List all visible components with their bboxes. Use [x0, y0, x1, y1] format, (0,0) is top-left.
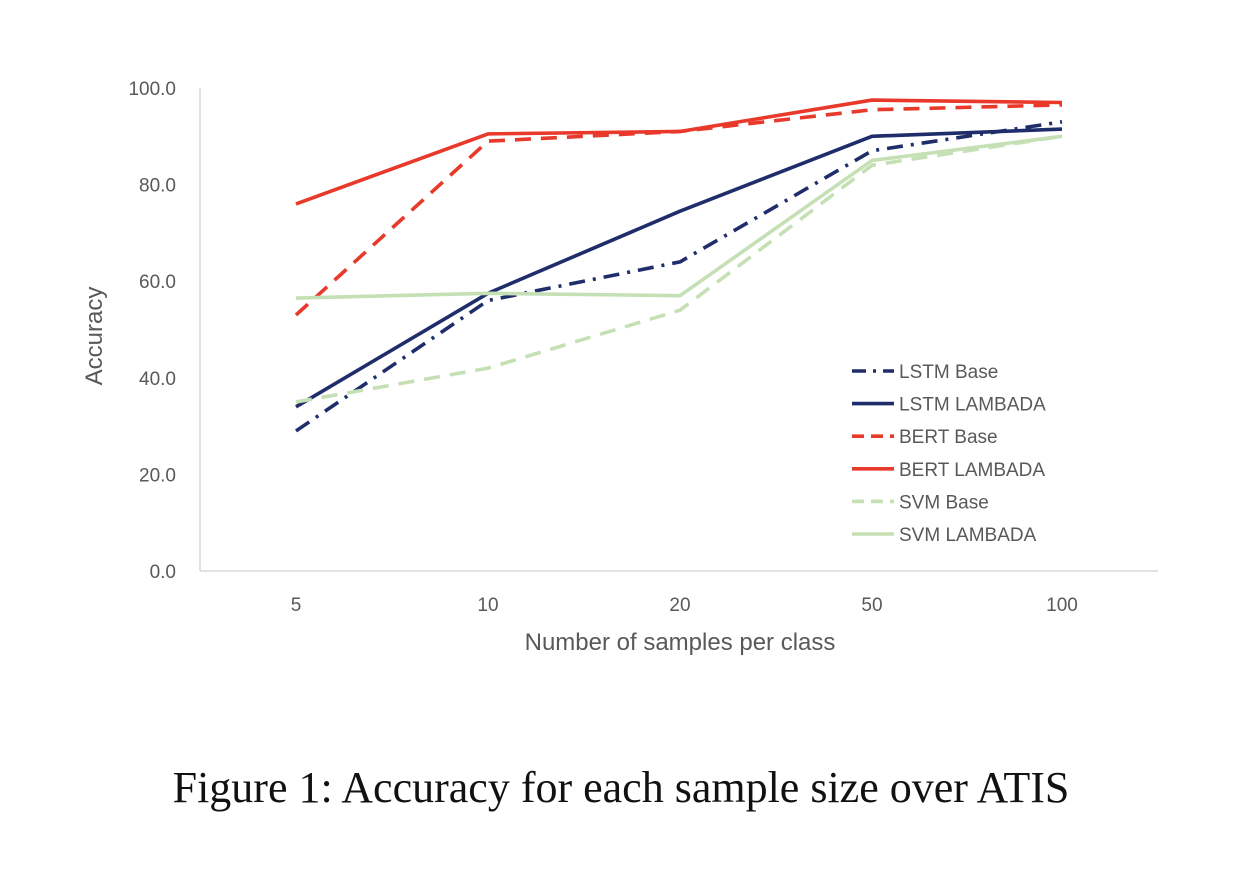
legend: LSTM Base LSTM LAMBADA BERT Base BERT LAMBA…: [852, 362, 1046, 546]
figure-caption: Figure 1: Accuracy for each sample size …: [172, 763, 1070, 812]
y-tick-label: 40.0: [139, 369, 176, 390]
y-axis-title: Accuracy: [81, 287, 108, 386]
series-line-lstm-base: [294, 120, 1063, 433]
y-tick-label: 80.0: [139, 176, 176, 197]
series-lines: [294, 98, 1063, 433]
legend-label: LSTM LAMBADA: [899, 395, 1046, 416]
y-tick-label: 60.0: [139, 272, 176, 293]
legend-label: SVM LAMBADA: [899, 525, 1037, 546]
legend-label: LSTM Base: [899, 362, 998, 383]
y-tick-label: 20.0: [139, 465, 176, 486]
y-tick-label: 100.0: [128, 79, 176, 100]
series-line-svm-base: [295, 134, 1063, 404]
accuracy-line-chart: 0.0 20.0 40.0 60.0 80.0 100.0 5 10 20 50 100 LSTM…: [81, 79, 1158, 656]
series-line-svm-lambada: [295, 134, 1063, 300]
x-tick-label: 20: [669, 595, 690, 616]
series-line-lstm-lambada: [295, 127, 1063, 409]
legend-label: SVM Base: [899, 492, 989, 513]
series-line-bert-lambada: [295, 98, 1063, 206]
x-axis-title: Number of samples per class: [525, 629, 836, 656]
x-tick-label: 50: [861, 595, 882, 616]
x-tick-label: 5: [291, 595, 302, 616]
x-tick-label: 10: [477, 595, 498, 616]
x-tick-label: 100: [1046, 595, 1078, 616]
y-tick-label: 0.0: [150, 562, 176, 583]
x-tick-labels: 5 10 20 50 100: [291, 595, 1078, 616]
legend-label: BERT Base: [899, 427, 998, 448]
y-tick-labels: 0.0 20.0 40.0 60.0 80.0 100.0: [128, 79, 176, 583]
legend-label: BERT LAMBADA: [899, 460, 1045, 481]
